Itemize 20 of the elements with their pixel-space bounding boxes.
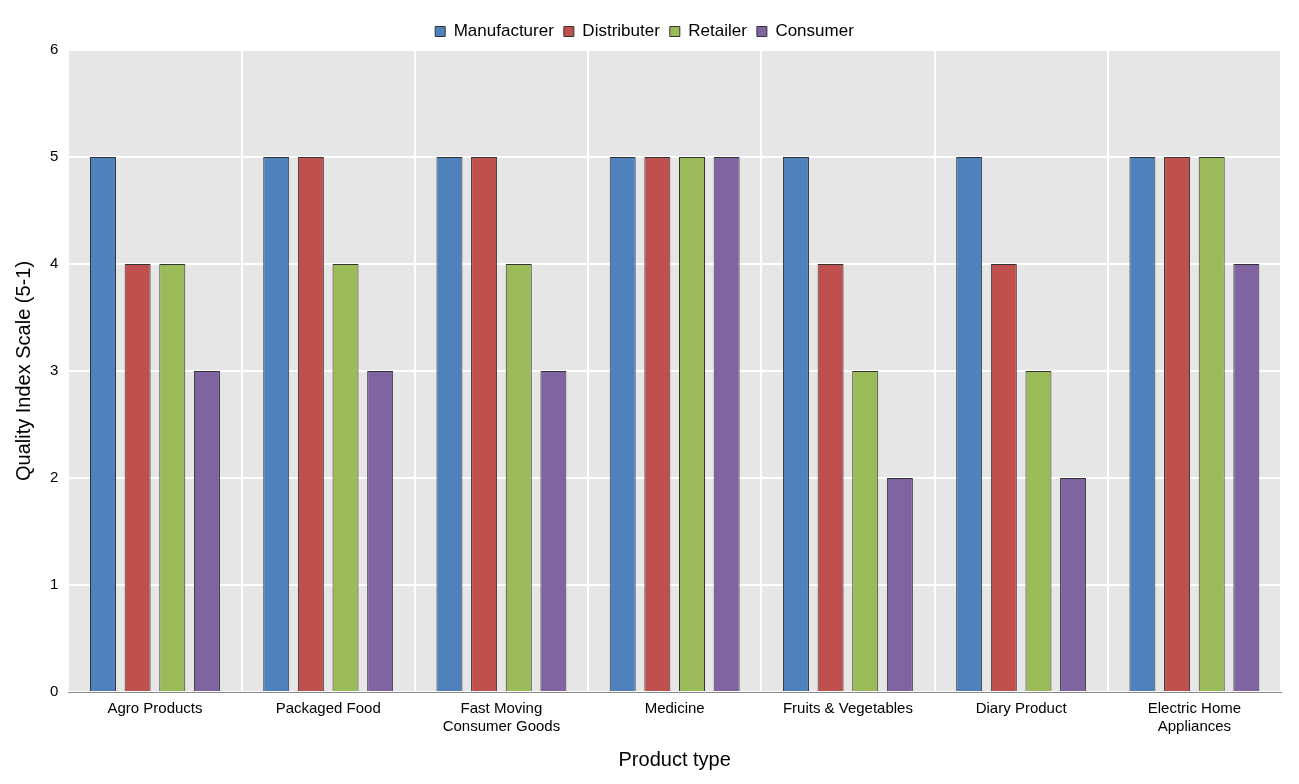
x-tick-label: Electric Home Appliances: [1147, 699, 1242, 735]
y-tick-label: 5: [50, 147, 59, 165]
legend-label: Consumer: [775, 21, 855, 41]
y-tick-label: 2: [50, 468, 59, 486]
y-tick-label: 0: [50, 682, 59, 700]
x-tick-label: Fast Moving Consumer Goods: [442, 699, 561, 735]
x-tick-label: Diary Product: [975, 699, 1068, 717]
y-tick-label: 6: [50, 40, 59, 58]
x-tick-label: Medicine: [644, 699, 705, 717]
y-tick-label: 4: [50, 254, 59, 272]
x-tick-label: Packaged Food: [275, 699, 381, 717]
x-tick-label: Agro Products: [107, 699, 203, 717]
legend-label: Manufacturer: [453, 21, 555, 41]
y-axis-title: Quality Index Scale (5-1): [11, 260, 34, 482]
legend-label: Distributer: [582, 21, 661, 41]
y-tick-label: 1: [50, 575, 59, 593]
legend-label: Retailer: [688, 21, 748, 41]
y-tick-label: 3: [50, 361, 59, 379]
x-tick-label: Fruits & Vegetables: [782, 699, 913, 717]
x-axis-title: Product type: [618, 747, 731, 770]
